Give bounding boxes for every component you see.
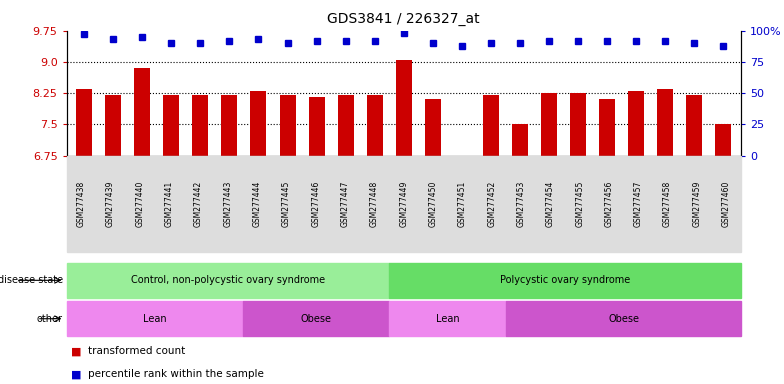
Text: GSM277454: GSM277454 [546,180,555,227]
Text: GSM277453: GSM277453 [517,180,525,227]
Bar [338,95,354,156]
Text: GSM277438: GSM277438 [77,180,85,227]
Bar [309,97,325,156]
Bar [134,68,151,156]
Bar [192,95,209,156]
Bar [686,95,702,156]
Text: GSM277449: GSM277449 [399,180,408,227]
Text: GSM277443: GSM277443 [223,180,232,227]
Text: GSM277458: GSM277458 [663,180,672,227]
Text: Obese: Obese [300,314,332,324]
Text: ■: ■ [71,346,81,356]
Text: disease state: disease state [0,275,63,285]
Text: GSM277439: GSM277439 [106,180,115,227]
Text: GSM277460: GSM277460 [722,180,731,227]
Text: ■: ■ [71,369,81,379]
Text: GSM277441: GSM277441 [165,180,174,227]
Text: GSM277440: GSM277440 [136,180,144,227]
Bar [105,95,122,156]
Text: GSM277446: GSM277446 [311,180,321,227]
Text: GSM277457: GSM277457 [633,180,643,227]
Bar [76,89,92,156]
Text: GSM277455: GSM277455 [575,180,584,227]
Text: GSM277450: GSM277450 [429,180,437,227]
Text: GSM277442: GSM277442 [194,180,203,227]
Bar [599,99,615,156]
Text: GSM277451: GSM277451 [458,180,467,227]
Bar [250,91,267,156]
Bar [541,93,557,156]
Text: GSM277452: GSM277452 [487,180,496,227]
Bar [657,89,673,156]
Text: GDS3841 / 226327_at: GDS3841 / 226327_at [328,12,480,25]
Text: GSM277444: GSM277444 [252,180,262,227]
Text: GSM277456: GSM277456 [604,180,613,227]
Bar [163,95,180,156]
Bar [716,124,731,156]
Bar [280,95,296,156]
Bar [483,95,499,156]
Text: GSM277448: GSM277448 [370,180,379,227]
Text: other: other [37,314,63,324]
Text: GSM277445: GSM277445 [282,180,291,227]
Bar [367,95,383,156]
Text: GSM277447: GSM277447 [340,180,350,227]
Bar [425,99,441,156]
Text: Obese: Obese [608,314,639,324]
Text: percentile rank within the sample: percentile rank within the sample [88,369,263,379]
Text: Lean: Lean [143,314,166,324]
Text: Lean: Lean [436,314,459,324]
Text: transformed count: transformed count [88,346,185,356]
Bar [570,93,586,156]
Bar [396,60,412,156]
Bar [512,124,528,156]
Bar [628,91,644,156]
Text: Control, non-polycystic ovary syndrome: Control, non-polycystic ovary syndrome [131,275,325,285]
Text: GSM277459: GSM277459 [692,180,702,227]
Text: Polycystic ovary syndrome: Polycystic ovary syndrome [500,275,630,285]
Bar [221,95,238,156]
